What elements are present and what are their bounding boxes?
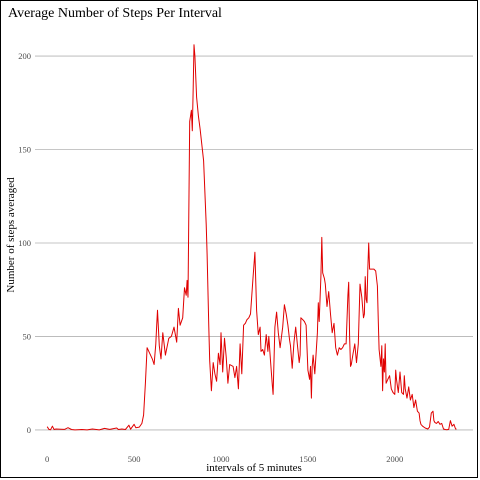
y-tick-label: 0	[27, 425, 31, 435]
x-tick-label: 1500	[299, 454, 316, 464]
x-axis-label: intervals of 5 minutes	[206, 462, 302, 474]
x-tick-labels: 0 500 1000 1500 2000	[45, 454, 403, 464]
y-tick-label: 200	[18, 51, 31, 61]
chart-title: Average Number of Steps Per Interval	[8, 6, 222, 21]
y-tick-labels: 0 50 100 150 200	[18, 51, 31, 435]
y-tick-label: 50	[23, 331, 32, 341]
series-line	[46, 44, 457, 431]
y-axis-label: Number of steps averaged	[5, 177, 17, 293]
x-tick-label: 1000	[212, 454, 229, 464]
x-tick-label: 0	[45, 454, 49, 464]
y-tick-label: 100	[18, 238, 31, 248]
grid-lines	[35, 55, 473, 431]
x-tick-label: 2000	[386, 454, 403, 464]
y-tick-label: 150	[18, 145, 31, 155]
x-tick-label: 500	[128, 454, 141, 464]
